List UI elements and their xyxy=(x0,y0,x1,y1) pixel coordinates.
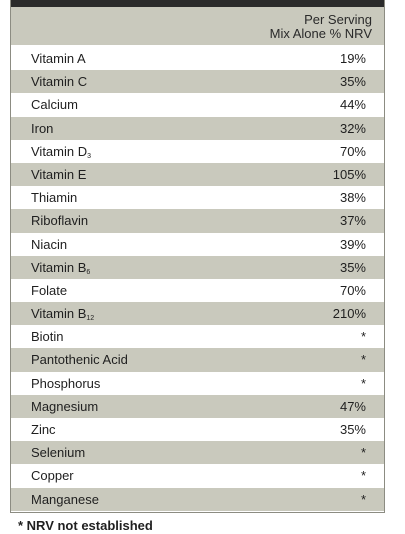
nutrient-name: Riboflavin xyxy=(31,214,88,228)
nutrient-name: Phosphorus xyxy=(31,375,101,391)
nutrient-name: Calcium xyxy=(31,98,78,112)
nutrient-name-text: Folate xyxy=(31,282,68,298)
table-body: Vitamin A 19% Vitamin C 35% Calcium 44% Iron 32… xyxy=(11,47,384,511)
table-row: Thiamin 38% xyxy=(11,186,384,210)
nutrient-subscript: 6 xyxy=(86,268,91,276)
nutrient-name: Pantothenic Acid xyxy=(31,353,128,367)
table-row: Folate 70% xyxy=(11,278,384,303)
nutrient-name-text: Vitamin B xyxy=(31,259,87,275)
nutrient-name-text: Selenium xyxy=(31,445,86,461)
nutrient-name-text: Copper xyxy=(31,468,74,484)
table-row: Magnesium 47% xyxy=(11,394,384,418)
table-row: Biotin * xyxy=(11,325,384,349)
nutrient-subscript: 3 xyxy=(87,152,92,160)
nutrient-name-text: Manganese xyxy=(31,491,99,507)
nrv-value: 105% xyxy=(332,166,366,182)
nutrient-name-text: Iron xyxy=(31,120,54,136)
nutrient-name-text: Magnesium xyxy=(31,398,99,414)
nrv-value: 210% xyxy=(332,306,366,322)
nutrient-name: Folate xyxy=(31,282,68,298)
nutrient-name: Niacin xyxy=(31,236,68,252)
nutrient-name: Vitamin C xyxy=(31,75,87,89)
nrv-value: * xyxy=(360,329,366,345)
nrv-value: 44% xyxy=(339,97,366,113)
table-row: Vitamin D3 70% xyxy=(11,139,384,163)
nrv-value: 70% xyxy=(339,282,366,298)
nutrient-name-text: Thiamin xyxy=(31,190,78,206)
nrv-value: * xyxy=(360,352,366,368)
nrv-value: 38% xyxy=(339,190,366,206)
nutrient-name-text: Pantothenic Acid xyxy=(31,352,128,368)
nutrient-name: Vitamin B12 xyxy=(31,306,95,323)
table-row: Vitamin B6 35% xyxy=(11,255,384,279)
column-header-line-1: Per Serving xyxy=(304,12,372,27)
nrv-value: 70% xyxy=(339,143,366,159)
nutrient-name: Thiamin xyxy=(31,191,77,205)
table-row: Vitamin B12 210% xyxy=(11,302,384,326)
nutrient-name-text: Phosphorus xyxy=(31,375,101,391)
table-row: Pantothenic Acid * xyxy=(11,348,384,372)
nrv-value: 35% xyxy=(339,74,366,90)
nutrient-name: Copper xyxy=(31,469,74,483)
nrv-value: 32% xyxy=(339,120,366,136)
nutrient-name-text: Vitamin E xyxy=(31,166,87,182)
table-row: Vitamin E 105% xyxy=(11,162,384,187)
nutrient-name: Vitamin D3 xyxy=(31,143,92,160)
nrv-value: 37% xyxy=(339,213,366,229)
table-row: Iron 32% xyxy=(11,116,384,140)
nutrient-name-text: Vitamin A xyxy=(31,51,86,66)
nrv-value: 39% xyxy=(339,236,366,252)
nutrient-name-text: Vitamin C xyxy=(31,74,88,90)
nutrition-table: Per Serving Mix Alone % NRV Vitamin A 19%… xyxy=(10,0,385,513)
table-row: Phosphorus * xyxy=(11,371,384,395)
nutrient-subscript: 12 xyxy=(86,315,95,323)
table-row: Selenium * xyxy=(11,441,384,465)
nutrient-name: Zinc xyxy=(31,423,56,437)
table-header: Per Serving Mix Alone % NRV xyxy=(11,7,384,47)
nrv-value: 35% xyxy=(339,422,366,437)
column-header-line-2: Mix Alone % NRV xyxy=(269,26,372,41)
nutrient-name-text: Vitamin B xyxy=(31,306,87,322)
nutrient-name: Biotin xyxy=(31,330,64,344)
table-top-bar xyxy=(11,0,384,7)
nutrient-name-text: Zinc xyxy=(31,422,56,437)
nutrient-name: Iron xyxy=(31,120,54,136)
footnote: * NRV not established xyxy=(18,518,153,533)
table-row: Vitamin A 19% xyxy=(11,47,384,71)
nrv-value: * xyxy=(360,491,366,507)
nrv-value: 47% xyxy=(339,398,366,414)
nutrient-name-text: Niacin xyxy=(31,236,68,252)
nutrient-name: Manganese xyxy=(31,491,99,507)
nutrient-name-text: Vitamin D xyxy=(31,143,88,159)
nutrient-name: Vitamin B6 xyxy=(31,259,91,276)
table-row: Zinc 35% xyxy=(11,418,384,442)
nrv-value: * xyxy=(360,468,366,484)
nrv-value: * xyxy=(360,445,366,461)
table-row: Calcium 44% xyxy=(11,93,384,117)
table-row: Vitamin C 35% xyxy=(11,70,384,94)
table-row: Manganese * xyxy=(11,487,384,511)
table-row: Niacin 39% xyxy=(11,232,384,256)
nutrient-name: Selenium xyxy=(31,446,85,460)
nrv-value: * xyxy=(360,375,366,391)
nutrient-name: Vitamin A xyxy=(31,52,86,66)
table-row: Riboflavin 37% xyxy=(11,209,384,233)
nutrient-name: Magnesium xyxy=(31,398,99,414)
table-row: Copper * xyxy=(11,464,384,488)
nutrient-name-text: Biotin xyxy=(31,329,64,345)
nrv-value: 19% xyxy=(339,51,366,66)
nutrient-name: Vitamin E xyxy=(31,166,87,182)
nutrient-name-text: Riboflavin xyxy=(31,213,89,229)
column-header: Per Serving Mix Alone % NRV xyxy=(270,13,372,41)
nrv-value: 35% xyxy=(339,259,366,275)
nutrient-name-text: Calcium xyxy=(31,97,78,113)
